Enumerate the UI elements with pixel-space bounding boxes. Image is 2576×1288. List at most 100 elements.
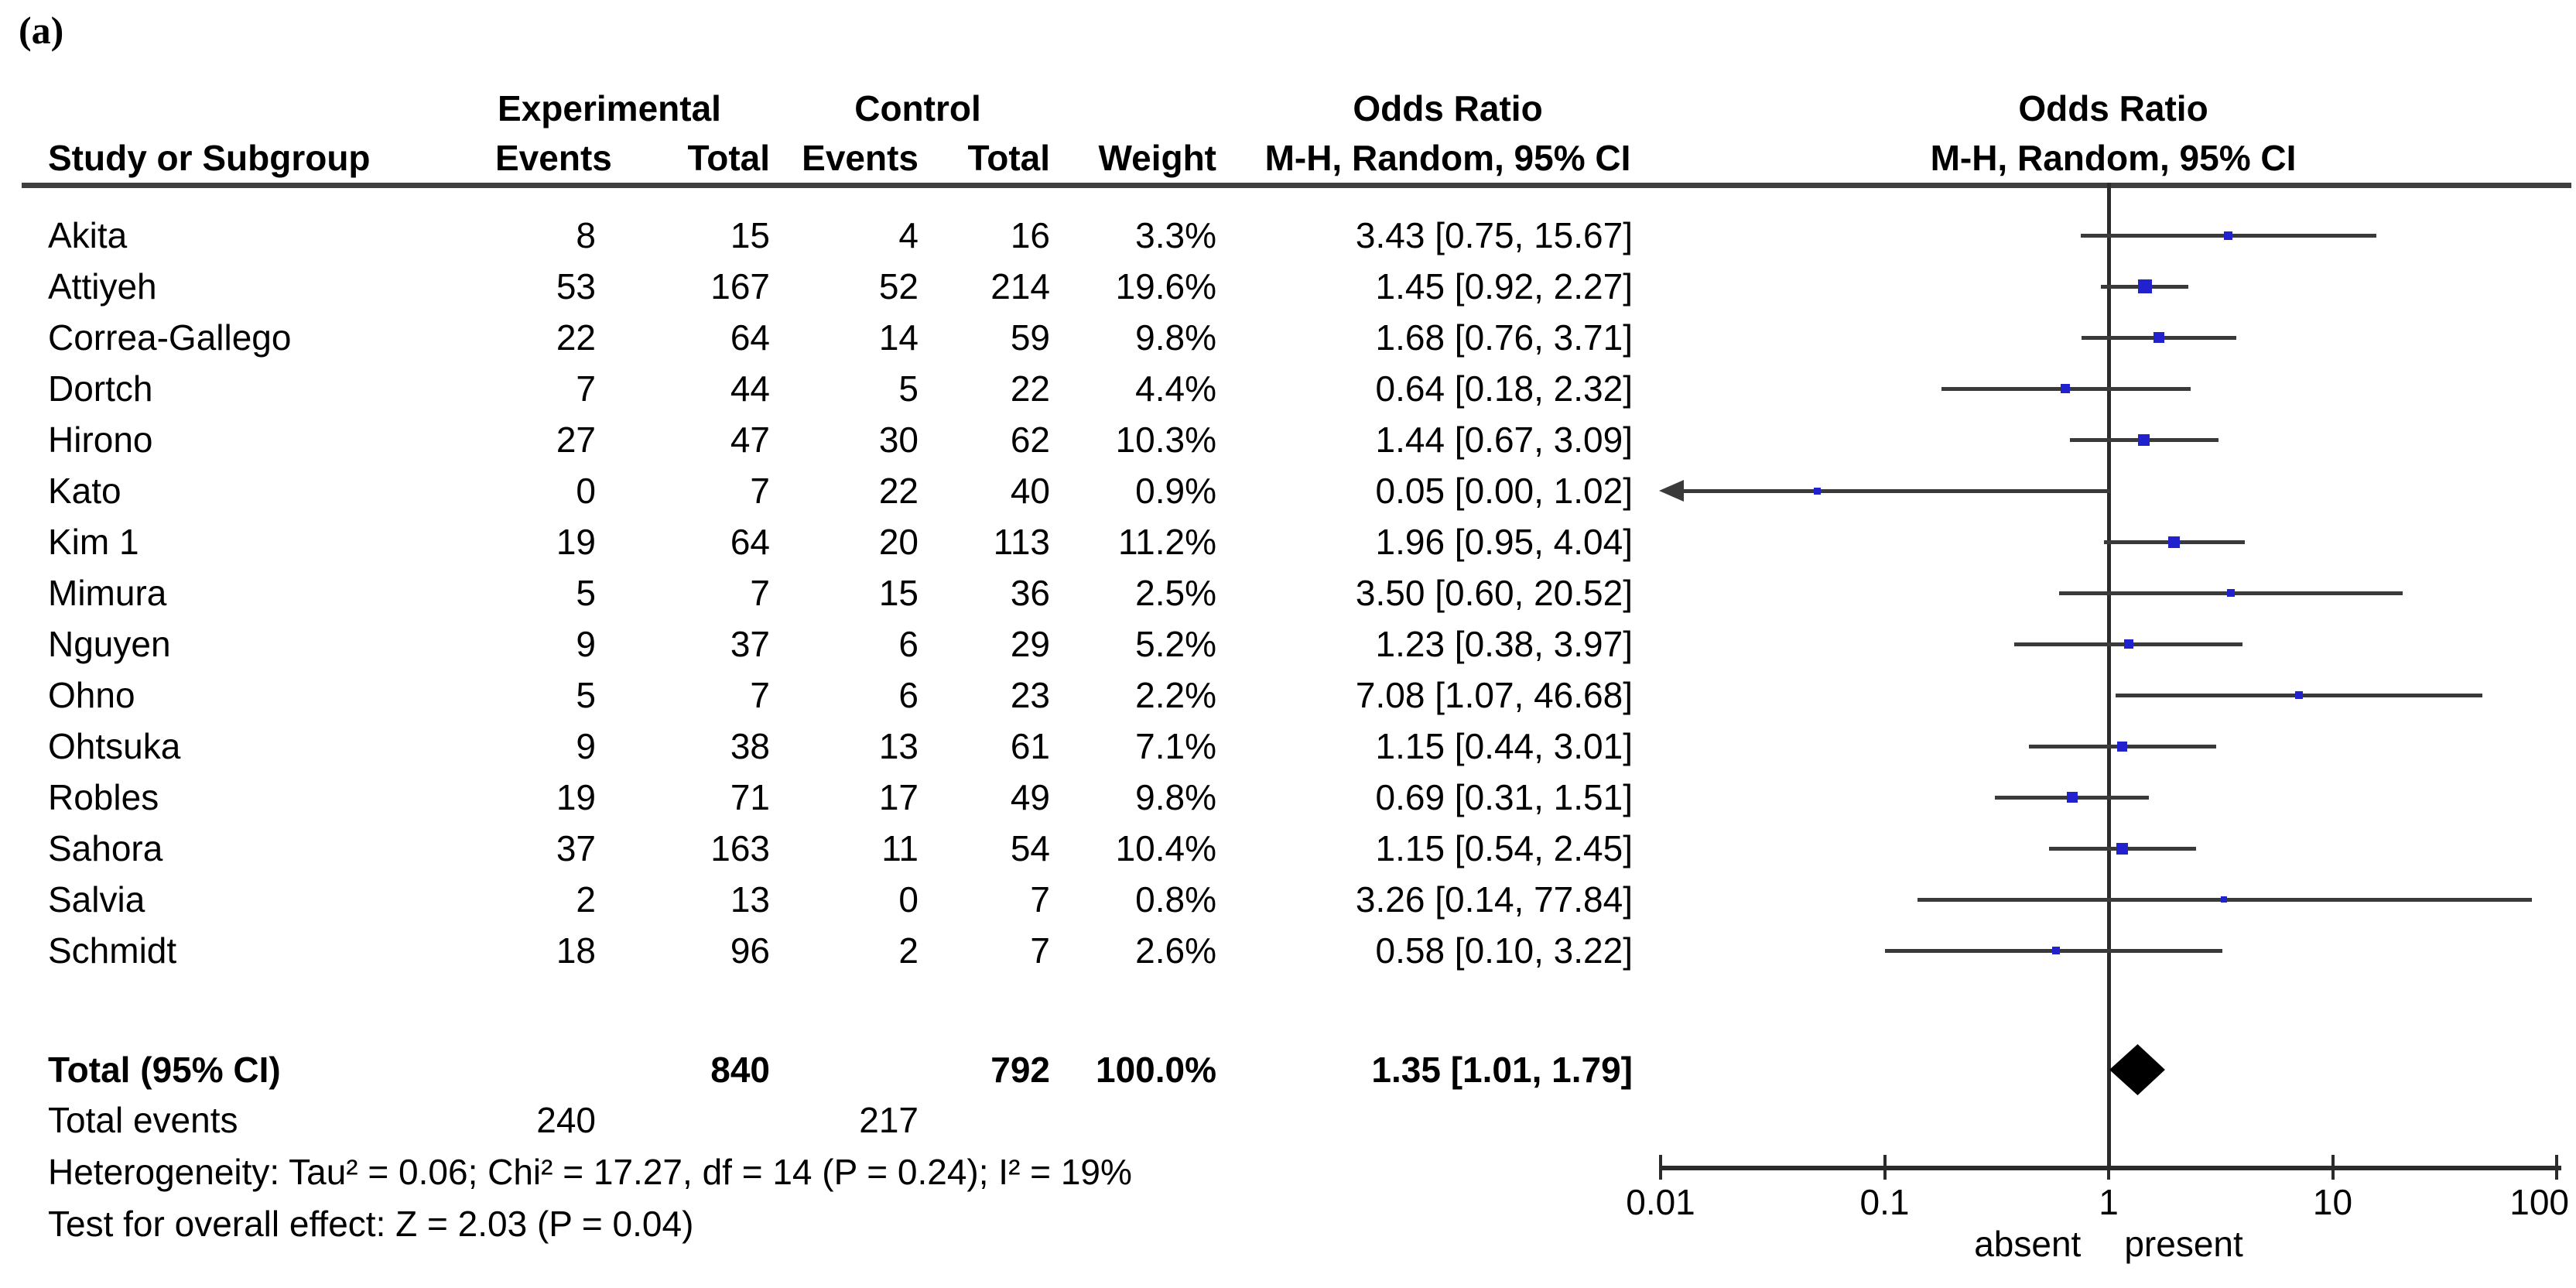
ctl-events: 30 bbox=[878, 420, 919, 460]
exp-total: 13 bbox=[730, 879, 770, 920]
study-or-ci: 1.15 [0.44, 3.01] bbox=[1375, 726, 1634, 766]
study-or-ci: 1.68 [0.76, 3.71] bbox=[1375, 317, 1634, 358]
exp-total: 64 bbox=[730, 522, 770, 562]
study-weight: 10.3% bbox=[1115, 420, 1216, 460]
exp-total: 37 bbox=[730, 624, 770, 664]
exp-events: 7 bbox=[576, 368, 596, 409]
total-events-label: Total events bbox=[48, 1100, 238, 1140]
study-row: Nguyen 9 37 6 29 5.2% 1.23 [0.38, 3.97] bbox=[0, 618, 2576, 670]
ctl-events: 6 bbox=[898, 624, 919, 664]
ctl-events: 14 bbox=[878, 317, 919, 358]
ctl-events: 0 bbox=[898, 879, 919, 920]
study-weight: 2.6% bbox=[1135, 930, 1216, 971]
exp-events: 0 bbox=[576, 471, 596, 511]
col-header-ctl-total: Total bbox=[967, 138, 1050, 178]
experimental-group-header: Experimental bbox=[498, 88, 721, 128]
col-header-weight: Weight bbox=[1098, 138, 1216, 178]
study-row: Sahora 37 163 11 54 10.4% 1.15 [0.54, 2.45] bbox=[0, 823, 2576, 874]
overall-effect-row: Test for overall effect: Z = 2.03 (P = 0… bbox=[0, 1199, 2576, 1249]
study-name: Ohtsuka bbox=[48, 726, 181, 766]
study-weight: 19.6% bbox=[1115, 266, 1216, 307]
exp-events: 19 bbox=[556, 777, 596, 817]
exp-total: 7 bbox=[750, 675, 770, 715]
study-weight: 4.4% bbox=[1135, 368, 1216, 409]
ctl-total: 49 bbox=[1010, 777, 1050, 817]
study-or-ci: 0.69 [0.31, 1.51] bbox=[1375, 777, 1634, 817]
study-row: Dortch 7 44 5 22 4.4% 0.64 [0.18, 2.32] bbox=[0, 363, 2576, 414]
ctl-events: 15 bbox=[878, 573, 919, 613]
ctl-events: 11 bbox=[881, 828, 919, 868]
ctl-events: 52 bbox=[878, 266, 919, 307]
total-label: Total (95% CI) bbox=[48, 1050, 281, 1090]
ctl-total: 62 bbox=[1010, 420, 1050, 460]
ctl-events: 13 bbox=[878, 726, 919, 766]
odds-ratio-text-header: Odds Ratio bbox=[1353, 88, 1543, 128]
total-events-ctl: 217 bbox=[859, 1100, 919, 1140]
ctl-total: 29 bbox=[1010, 624, 1050, 664]
total-or-ci: 1.35 [1.01, 1.79] bbox=[1371, 1050, 1633, 1090]
ctl-total: 36 bbox=[1010, 573, 1050, 613]
exp-total: 15 bbox=[730, 215, 770, 255]
heterogeneity-row: Heterogeneity: Tau² = 0.06; Chi² = 17.27… bbox=[0, 1145, 2576, 1199]
study-name: Robles bbox=[48, 777, 159, 817]
study-or-ci: 3.43 [0.75, 15.67] bbox=[1355, 215, 1633, 255]
ctl-total: 23 bbox=[1010, 675, 1050, 715]
header-rule bbox=[22, 183, 2571, 188]
col-header-study: Study or Subgroup bbox=[48, 138, 371, 178]
study-name: Kim 1 bbox=[48, 522, 139, 562]
exp-total: 96 bbox=[730, 930, 770, 971]
study-or-ci: 1.15 [0.54, 2.45] bbox=[1375, 828, 1634, 868]
exp-total: 7 bbox=[750, 471, 770, 511]
total-events-exp: 240 bbox=[536, 1100, 596, 1140]
study-weight: 0.9% bbox=[1135, 471, 1216, 511]
heterogeneity-text: Heterogeneity: Tau² = 0.06; Chi² = 17.27… bbox=[48, 1152, 1132, 1192]
exp-events: 27 bbox=[556, 420, 596, 460]
exp-events: 5 bbox=[576, 573, 596, 613]
ctl-total: 113 bbox=[993, 522, 1050, 562]
study-row: Hirono 27 47 30 62 10.3% 1.44 [0.67, 3.09] bbox=[0, 414, 2576, 465]
total-row: Total (95% CI) 840 792 100.0% 1.35 [1.01… bbox=[0, 1044, 2576, 1095]
ctl-total: 22 bbox=[1010, 368, 1050, 409]
study-or-ci: 3.26 [0.14, 77.84] bbox=[1355, 879, 1633, 920]
exp-events: 9 bbox=[576, 624, 596, 664]
study-name: Nguyen bbox=[48, 624, 171, 664]
exp-events: 37 bbox=[556, 828, 596, 868]
study-weight: 3.3% bbox=[1135, 215, 1216, 255]
col-header-exp-total: Total bbox=[687, 138, 770, 178]
odds-ratio-plot-header: Odds Ratio bbox=[2018, 88, 2208, 128]
total-weight: 100.0% bbox=[1095, 1050, 1216, 1090]
exp-events: 5 bbox=[576, 675, 596, 715]
exp-events: 2 bbox=[576, 879, 596, 920]
ctl-total: 40 bbox=[1010, 471, 1050, 511]
exp-events: 8 bbox=[576, 215, 596, 255]
study-row: Ohtsuka 9 38 13 61 7.1% 1.15 [0.44, 3.01] bbox=[0, 721, 2576, 772]
study-name: Attiyeh bbox=[48, 266, 157, 307]
ctl-total: 61 bbox=[1010, 726, 1050, 766]
ctl-total: 7 bbox=[1030, 879, 1050, 920]
ctl-events: 4 bbox=[898, 215, 919, 255]
exp-events: 53 bbox=[556, 266, 596, 307]
ctl-total: 54 bbox=[1010, 828, 1050, 868]
ctl-events: 22 bbox=[878, 471, 919, 511]
col-header-mh-text: M-H, Random, 95% CI bbox=[1264, 138, 1631, 178]
study-name: Schmidt bbox=[48, 930, 177, 971]
col-header-mh-plot: M-H, Random, 95% CI bbox=[1930, 138, 2297, 178]
ctl-total: 7 bbox=[1030, 930, 1050, 971]
total-events-row: Total events 240 217 bbox=[0, 1095, 2576, 1145]
study-name: Akita bbox=[48, 215, 128, 255]
study-name: Correa-Gallego bbox=[48, 317, 292, 358]
ctl-total: 214 bbox=[990, 266, 1050, 307]
study-name: Dortch bbox=[48, 368, 153, 409]
total-ctl-total: 792 bbox=[990, 1050, 1050, 1090]
study-weight: 7.1% bbox=[1135, 726, 1216, 766]
exp-total: 64 bbox=[730, 317, 770, 358]
study-or-ci: 0.64 [0.18, 2.32] bbox=[1375, 368, 1634, 409]
study-row: Mimura 5 7 15 36 2.5% 3.50 [0.60, 20.52] bbox=[0, 567, 2576, 618]
study-row: Correa-Gallego 22 64 14 59 9.8% 1.68 [0.76, 3.… bbox=[0, 312, 2576, 363]
study-name: Ohno bbox=[48, 675, 135, 715]
ctl-events: 6 bbox=[898, 675, 919, 715]
study-weight: 5.2% bbox=[1135, 624, 1216, 664]
exp-total: 163 bbox=[710, 828, 770, 868]
study-row: Kato 0 7 22 40 0.9% 0.05 [0.00, 1.02] bbox=[0, 465, 2576, 516]
